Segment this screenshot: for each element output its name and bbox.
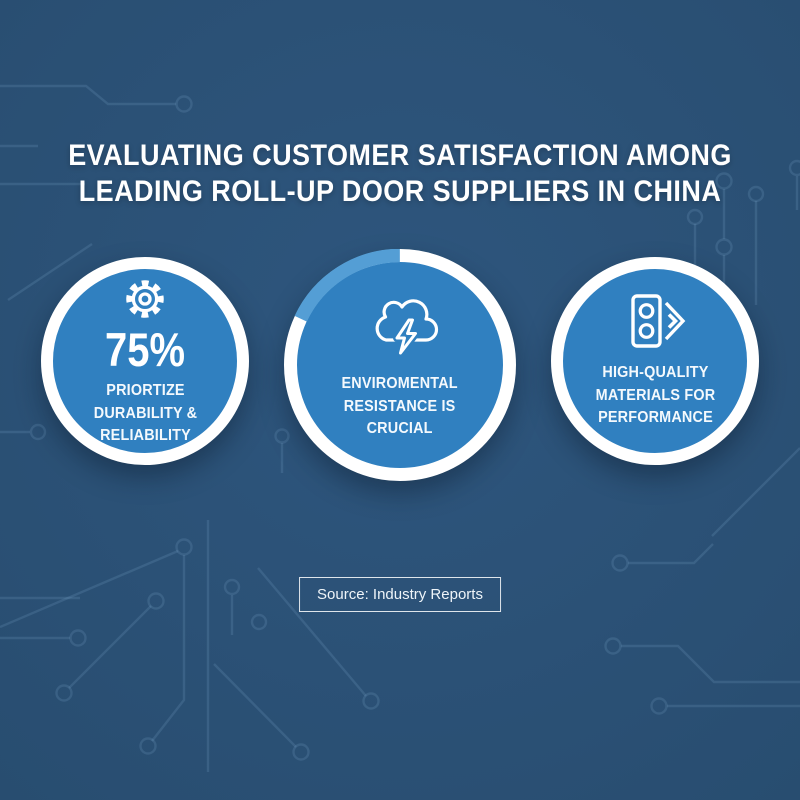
source-label: Source: Industry Reports (317, 586, 483, 603)
page-title-line2: LEADING ROLL-UP DOOR SUPPLIERS IN CHINA (78, 175, 722, 208)
stat-label: ENVIROMENTAL RESISTANCE IS CRUCIAL (341, 375, 459, 438)
roll-up-door-icon (631, 294, 686, 349)
stat-circle-environmental: ENVIROMENTAL RESISTANCE IS CRUCIAL (284, 249, 516, 481)
stat-value: 75% (105, 323, 185, 377)
page-title-line1: EVALUATING CUSTOMER SATISFACTION AMONG (68, 139, 732, 172)
source-attribution: Source: Industry Reports (299, 577, 501, 612)
stat-circle-materials: HIGH-QUALITY MATERIALS FOR PERFORMANCE (551, 257, 759, 465)
page-title: EVALUATING CUSTOMER SATISFACTION AMONG L… (40, 138, 760, 210)
storm-cloud-lightning-icon (375, 299, 439, 358)
stat-circle-durability: 75% PRIORTIZE DURABILITY & RELIABILITY (41, 257, 249, 465)
stat-label: HIGH-QUALITY MATERIALS FOR PERFORMANCE (595, 364, 715, 427)
gear-icon (126, 280, 164, 319)
stat-label: PRIORTIZE DURABILITY & RELIABILITY (93, 382, 197, 445)
